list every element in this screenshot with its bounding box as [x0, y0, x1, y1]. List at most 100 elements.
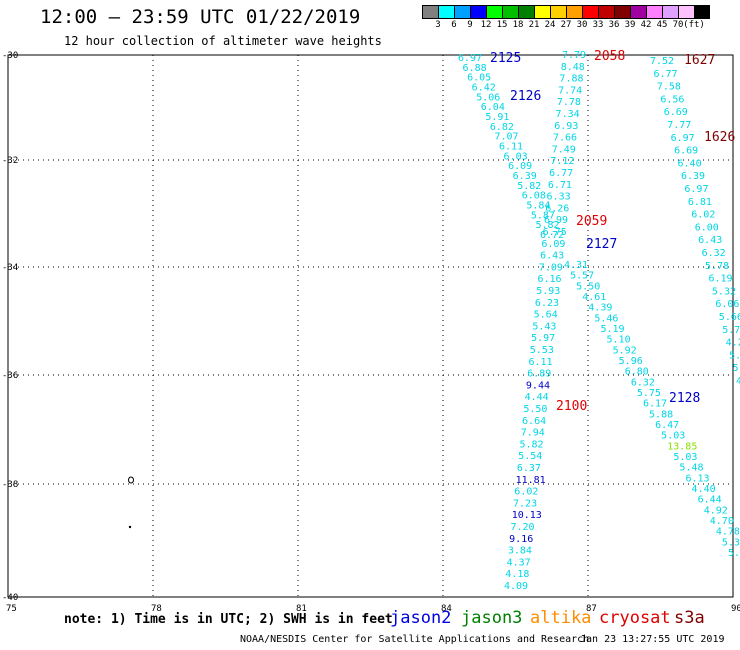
wave-height-label: 5.97	[531, 333, 555, 344]
wave-height-label: 6.16	[538, 274, 562, 285]
scale-swatch	[614, 5, 630, 19]
wave-height-label: 7.94	[521, 428, 545, 439]
legend-jason2: jason2	[390, 608, 452, 628]
wave-height-label: 4.70	[710, 516, 734, 527]
color-scale	[422, 5, 710, 19]
generated-timestamp: Jan 23 13:27:55 UTC 2019	[580, 634, 725, 645]
wave-height-label: 6.97	[671, 133, 695, 144]
wave-height-label: 5.50	[576, 281, 600, 292]
scale-swatch	[566, 5, 582, 19]
legend-s3a: s3a	[674, 608, 705, 628]
wave-height-label: 6.89	[527, 369, 551, 380]
scale-swatch	[422, 5, 438, 19]
wave-height-label: 6.97	[684, 184, 708, 195]
wave-height-label: 5.53	[530, 345, 554, 356]
legend-altika: altika	[530, 608, 592, 628]
wave-height-label: 6.02	[691, 210, 715, 221]
scale-label: 36	[608, 20, 620, 30]
wave-height-label: 5.57	[570, 271, 594, 282]
latitude-label: -40	[2, 593, 18, 603]
wave-height-label: 7.07	[494, 132, 518, 143]
wave-height-label: 5.48	[679, 463, 703, 474]
wave-height-label: 6.11	[499, 142, 523, 153]
island-marker	[128, 525, 132, 529]
wave-height-label: 6.09	[508, 161, 532, 172]
longitude-label: 75	[6, 604, 17, 614]
wave-height-label: 6.33	[547, 192, 571, 203]
scale-swatch	[630, 5, 646, 19]
wave-height-label: 13.85	[667, 441, 697, 452]
track-pass-label: 2127	[586, 237, 617, 252]
wave-height-label: 6.04	[481, 102, 505, 113]
wave-height-label: 10.13	[512, 510, 542, 521]
wave-height-label: 4.40	[692, 484, 716, 495]
wave-height-label: 8.48	[561, 62, 585, 73]
wave-height-label: 6.02	[514, 487, 538, 498]
wave-height-label: 5.84	[526, 201, 550, 212]
track-pass-label: 2126	[510, 89, 541, 104]
wave-height-label: 6.37	[517, 463, 541, 474]
wave-height-label: 6.39	[513, 171, 537, 182]
scale-label: 12	[480, 20, 492, 30]
longitude-label: 87	[586, 604, 597, 614]
longitude-label: 84	[441, 604, 452, 614]
wave-height-label: 7.77	[667, 120, 691, 131]
scale-label: 42	[640, 20, 652, 30]
track-pass-label: 1626	[704, 130, 735, 145]
wave-height-label: 6.69	[664, 107, 688, 118]
wave-height-label: 6.64	[522, 416, 546, 427]
scale-label: 3	[435, 20, 441, 30]
track-pass-label: 2125	[490, 51, 521, 66]
wave-height-label: 6.75	[543, 227, 567, 238]
wave-height-label: 7.74	[558, 85, 582, 96]
wave-height-label: 5.87	[531, 210, 555, 221]
wave-height-label: 5.06	[476, 92, 500, 103]
scale-swatch	[486, 5, 502, 19]
wave-height-label: 6.71	[548, 180, 572, 191]
scale-swatch	[598, 5, 614, 19]
wave-height-label: 6.43	[698, 235, 722, 246]
wave-height-label: 4.37	[507, 557, 531, 568]
scale-swatch	[550, 5, 566, 19]
wave-height-label: 7.78	[557, 97, 581, 108]
wave-height-label: 5.43	[532, 321, 556, 332]
wave-height-label: 5.96	[619, 356, 643, 367]
wave-height-label: 7.12	[550, 156, 574, 167]
wave-height-label: 6.09	[541, 239, 565, 250]
wave-height-label: 4.61	[582, 292, 606, 303]
wave-height-label: 6.72	[540, 230, 564, 241]
track-pass-label: 2058	[594, 49, 625, 64]
wave-height-label: 6.03	[504, 151, 528, 162]
latitude-label: -30	[2, 51, 18, 61]
wave-height-label: 5.88	[649, 409, 673, 420]
latitude-label: -34	[2, 263, 18, 273]
scale-label: 24	[544, 20, 556, 30]
wave-height-label: 6.47	[655, 420, 679, 431]
wave-height-label: 7.58	[657, 82, 681, 93]
longitude-label: 78	[151, 604, 162, 614]
scale-swatch	[678, 5, 694, 19]
scale-swatch	[438, 5, 454, 19]
wave-height-label: 7.09	[539, 262, 563, 273]
wave-height-label: 5.03	[673, 452, 697, 463]
page-title: 12:00 – 23:59 UTC 01/22/2019	[40, 6, 361, 28]
wave-height-label: 7.49	[552, 144, 576, 155]
wave-height-label: 5.50	[523, 404, 547, 415]
wave-height-label: 6.19	[708, 274, 732, 285]
wave-height-label: 7.88	[559, 74, 583, 85]
wave-height-label: 5.78	[705, 261, 729, 272]
scale-swatch	[518, 5, 534, 19]
scale-label: 70	[672, 20, 684, 30]
wave-height-label: 5.79	[722, 325, 740, 336]
wave-height-label: 6.08	[522, 191, 546, 202]
wave-height-label: 6.26	[545, 203, 569, 214]
wave-height-label: 5.82	[535, 220, 559, 231]
wave-height-label: 7.79	[562, 50, 586, 61]
wave-height-label: 6.17	[643, 399, 667, 410]
latitude-label: -38	[2, 480, 18, 490]
wave-height-label: 7.34	[556, 109, 580, 120]
wave-height-label: 7.52	[650, 56, 674, 67]
wave-height-label: 5.03	[661, 431, 685, 442]
wave-height-label: 6.06	[715, 299, 739, 310]
